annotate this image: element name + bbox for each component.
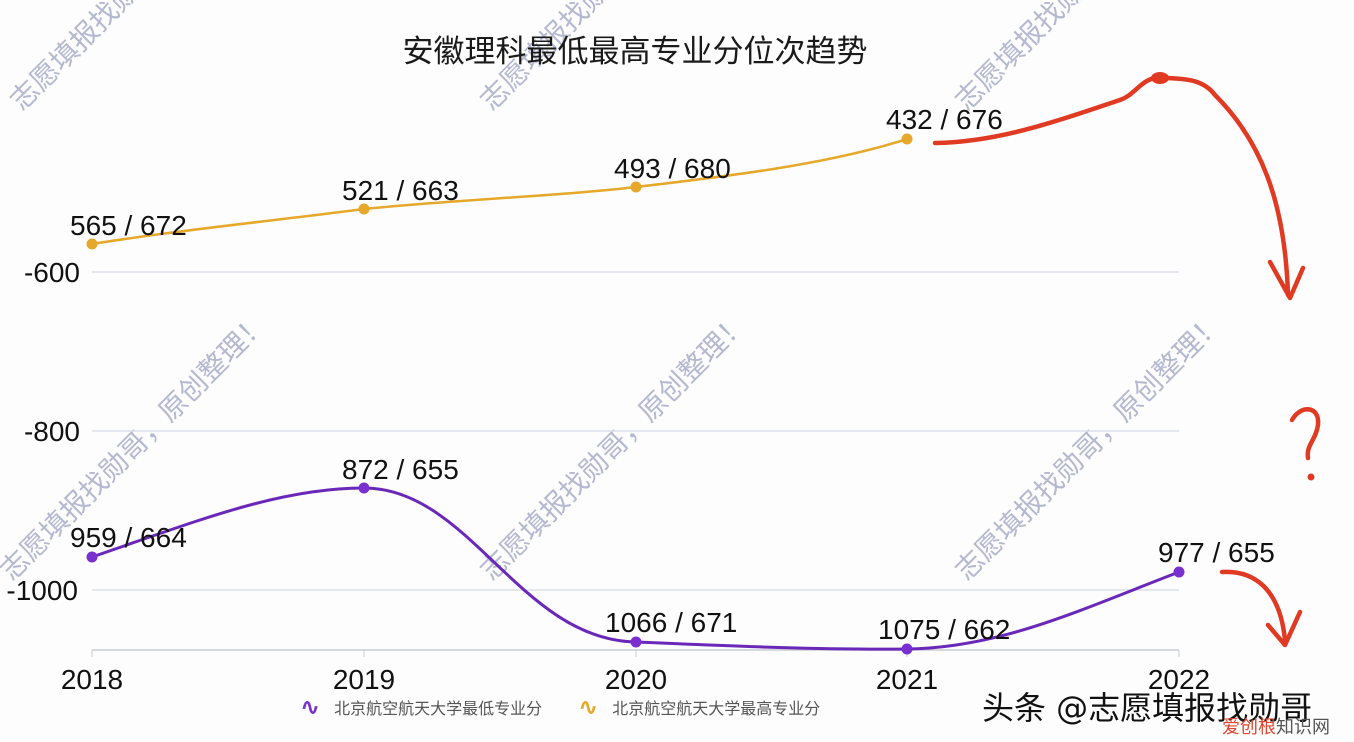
x-tick-label: 2019: [332, 664, 396, 695]
legend-item-min[interactable]: ∿ 北京航空航天大学最低专业分: [300, 695, 542, 719]
max-series-point[interactable]: [86, 238, 98, 250]
annotation-blob: [1151, 72, 1169, 84]
site-watermark: 爱创根知识网: [1222, 713, 1330, 739]
min-data-label: 977 / 655: [1158, 537, 1275, 568]
y-tick-label: -1000: [6, 575, 78, 606]
max-data-label: 521 / 663: [342, 175, 459, 206]
wave-icon: ∿: [300, 693, 321, 721]
x-tick-label: 2022: [1147, 664, 1211, 695]
min-series-point[interactable]: [358, 482, 370, 494]
y-tick-label: -600: [23, 257, 80, 288]
legend: ∿ 北京航空航天大学最低专业分 ∿ 北京航空航天大学最高专业分: [300, 695, 856, 719]
max-data-label: 493 / 680: [614, 153, 731, 184]
min-data-label: 872 / 655: [342, 454, 459, 485]
max-series-point[interactable]: [630, 181, 642, 193]
legend-item-max[interactable]: ∿ 北京航空航天大学最高专业分: [578, 695, 820, 719]
site-name-b: 知识网: [1276, 717, 1330, 738]
annotation-question-mark: [1289, 407, 1321, 461]
min-series-point[interactable]: [1173, 566, 1185, 578]
x-tick-label: 2021: [875, 664, 939, 695]
x-tick-label: 2020: [604, 664, 668, 695]
min-series-line: [91, 486, 1180, 651]
annotation-arrowhead: [1267, 259, 1306, 301]
annotation-question-dot: [1307, 473, 1315, 481]
source-watermark: 头条 @志愿填报找勋哥: [982, 689, 1313, 727]
min-series-point[interactable]: [630, 636, 642, 648]
legend-label: 北京航空航天大学最高专业分: [612, 699, 821, 718]
max-data-label: 565 / 672: [70, 210, 187, 241]
y-tick-label: -800: [23, 416, 80, 447]
site-name-a: 爱创根: [1222, 717, 1276, 738]
wave-icon: ∿: [578, 693, 599, 721]
max-series-point[interactable]: [901, 133, 913, 145]
min-data-label: 1066 / 671: [605, 607, 738, 638]
x-tick-label: 2018: [60, 664, 124, 695]
min-series-point[interactable]: [86, 551, 98, 563]
annotation-arrowhead: [1265, 609, 1303, 648]
chart-title: 安徽理科最低最高专业分位次趋势: [402, 34, 868, 70]
min-series-point[interactable]: [901, 643, 913, 655]
legend-label: 北京航空航天大学最低专业分: [334, 699, 543, 718]
min-data-label: 1075 / 662: [878, 614, 1011, 645]
max-series-point[interactable]: [358, 203, 370, 215]
min-data-label: 959 / 664: [70, 522, 187, 553]
max-data-label: 432 / 676: [886, 104, 1003, 135]
annotation-arrow-small: [1219, 569, 1288, 643]
max-series-line: [91, 137, 908, 246]
